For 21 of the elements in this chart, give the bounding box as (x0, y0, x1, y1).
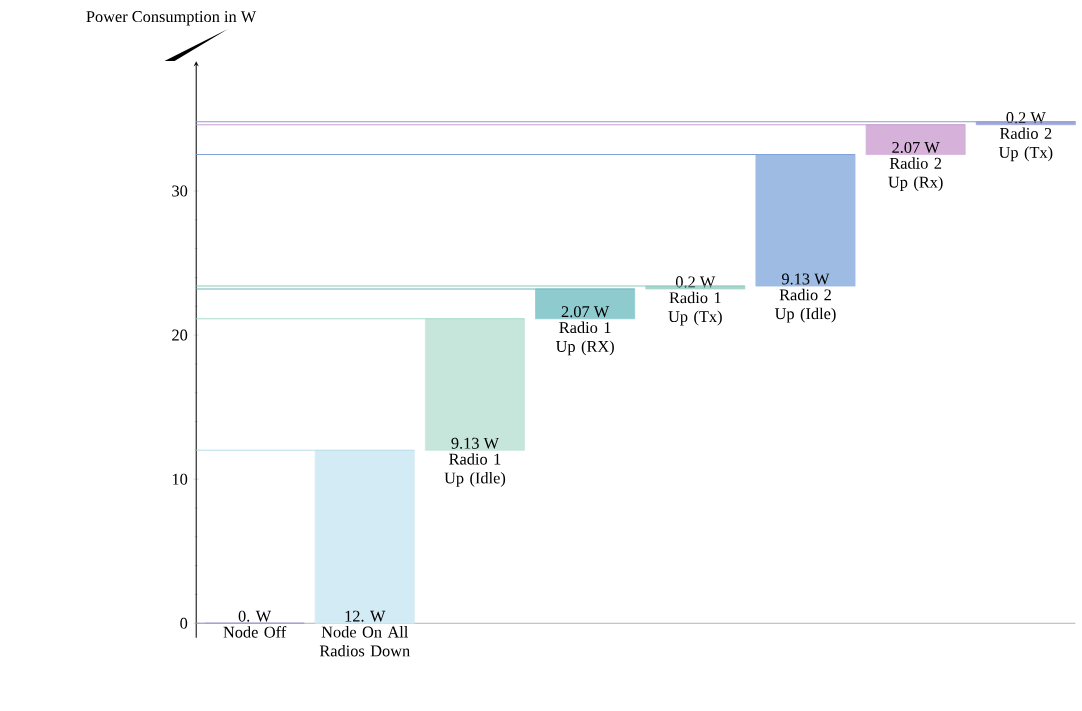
x-tick-label: Radio 2 Up (Rx) (888, 157, 943, 191)
x-tick-label: Node Off (223, 625, 287, 638)
y-tick-label: 10 (172, 473, 188, 485)
data-label: 0. W (238, 610, 272, 622)
data-label: 9.13 W (781, 273, 830, 285)
data-label: 0.2 W (675, 276, 716, 288)
x-tick-label: Radio 1 Up (Idle) (444, 453, 506, 487)
data-label: 2.07 W (892, 141, 940, 153)
x-tick-label: Radio 2 Up (Idle) (774, 288, 836, 323)
data-label: 2.07 W (561, 306, 610, 318)
x-tick-label: Radio 2 Up (Tx) (998, 127, 1053, 162)
x-tick-label: Radio 1 Up (RX) (555, 321, 614, 356)
y-axis-title: Power Consumption in W (86, 10, 257, 26)
data-label: 9.13 W (451, 437, 499, 449)
y-tick-label: 0 (180, 617, 188, 629)
y-tick-label: 30 (172, 185, 188, 197)
data-label: 12. W (345, 610, 386, 622)
x-tick-label: Node On All Radios Down (319, 625, 410, 657)
x-tick-label: Radio 1 Up (Tx) (668, 291, 722, 326)
data-label: 0.2 W (1006, 111, 1046, 124)
y-tick-label: 20 (172, 329, 188, 341)
